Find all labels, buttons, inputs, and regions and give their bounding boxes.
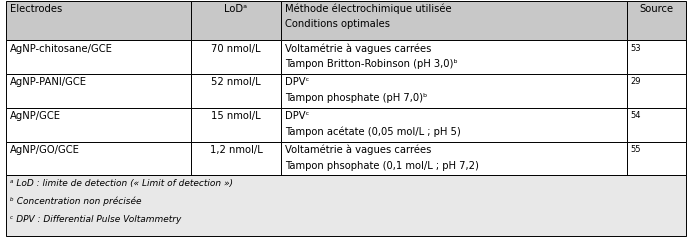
Bar xyxy=(6,1,191,40)
Bar xyxy=(626,1,686,40)
Text: ᶜ DPV : Differential Pulse Voltammetry: ᶜ DPV : Differential Pulse Voltammetry xyxy=(10,215,181,224)
Text: DPVᶜ: DPVᶜ xyxy=(286,77,310,87)
Bar xyxy=(282,74,626,108)
Text: AgNP-PANI/GCE: AgNP-PANI/GCE xyxy=(10,77,86,87)
Bar xyxy=(191,74,282,108)
Text: Source: Source xyxy=(639,4,673,14)
Text: 1,2 nmol/L: 1,2 nmol/L xyxy=(210,145,262,155)
Text: AgNP/GO/GCE: AgNP/GO/GCE xyxy=(10,145,80,155)
Text: Electrodes: Electrodes xyxy=(10,4,62,14)
Bar xyxy=(282,40,626,74)
Text: Méthode électrochimique utilisée: Méthode électrochimique utilisée xyxy=(286,4,452,14)
Bar xyxy=(191,1,282,40)
Text: ᵇ Concentration non précisée: ᵇ Concentration non précisée xyxy=(10,197,141,206)
Bar xyxy=(626,74,686,108)
Bar xyxy=(6,40,191,74)
Text: 53: 53 xyxy=(630,44,641,53)
Bar xyxy=(626,40,686,74)
Bar xyxy=(626,142,686,175)
Text: ᵃ LoD : limite de detection (« Limit of detection »): ᵃ LoD : limite de detection (« Limit of … xyxy=(10,179,233,188)
Bar xyxy=(191,40,282,74)
Text: Tampon phosphate (pH 7,0)ᵇ: Tampon phosphate (pH 7,0)ᵇ xyxy=(286,93,428,103)
Text: 55: 55 xyxy=(630,145,641,154)
Text: Voltamétrie à vagues carrées: Voltamétrie à vagues carrées xyxy=(286,44,432,54)
Text: AgNP/GCE: AgNP/GCE xyxy=(10,111,61,121)
Text: LoDᵃ: LoDᵃ xyxy=(224,4,248,14)
Text: Voltamétrie à vagues carrées: Voltamétrie à vagues carrées xyxy=(286,145,432,155)
Bar xyxy=(6,175,686,236)
Bar xyxy=(282,142,626,175)
Text: 29: 29 xyxy=(630,77,641,86)
Text: Tampon phsophate (0,1 mol/L ; pH 7,2): Tampon phsophate (0,1 mol/L ; pH 7,2) xyxy=(286,161,480,171)
Text: 54: 54 xyxy=(630,111,641,120)
Text: 70 nmol/L: 70 nmol/L xyxy=(211,44,261,54)
Bar xyxy=(6,108,191,142)
Text: 52 nmol/L: 52 nmol/L xyxy=(211,77,261,87)
Bar xyxy=(282,108,626,142)
Text: Tampon Britton-Robinson (pH 3,0)ᵇ: Tampon Britton-Robinson (pH 3,0)ᵇ xyxy=(286,59,458,69)
Bar xyxy=(6,74,191,108)
Bar xyxy=(626,108,686,142)
Text: DPVᶜ: DPVᶜ xyxy=(286,111,310,121)
Bar xyxy=(191,108,282,142)
Bar xyxy=(6,142,191,175)
Bar xyxy=(191,142,282,175)
Text: AgNP-chitosane/GCE: AgNP-chitosane/GCE xyxy=(10,44,113,54)
Text: Tampon acétate (0,05 mol/L ; pH 5): Tampon acétate (0,05 mol/L ; pH 5) xyxy=(286,127,461,137)
Text: 15 nmol/L: 15 nmol/L xyxy=(211,111,261,121)
Bar xyxy=(282,1,626,40)
Text: Conditions optimales: Conditions optimales xyxy=(286,19,390,29)
